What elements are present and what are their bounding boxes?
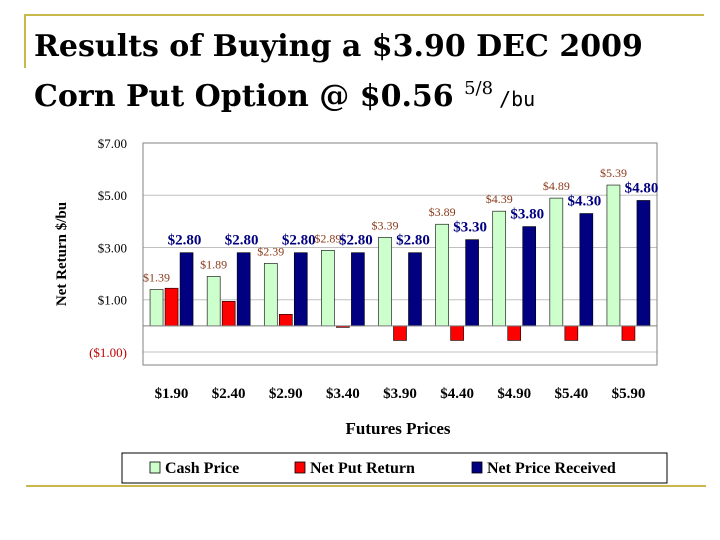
y-tick-label: $1.00 (98, 293, 127, 308)
title-line-1: Results of Buying a $3.90 DEC 2009 (34, 29, 643, 64)
legend-label: Net Price Received (487, 460, 616, 477)
x-tick-label: $5.40 (554, 386, 588, 402)
x-axis-ticks: $1.90 $2.40 $2.90 $3.40 $3.90 $4.40 $4.90 $5.40… (155, 386, 646, 402)
bar-cash-price (321, 250, 335, 327)
bars (149, 184, 651, 341)
net-price-label: $4.30 (567, 194, 601, 210)
cash-price-label: $3.39 (372, 218, 399, 232)
cash-price-label: $4.89 (543, 179, 570, 193)
bar-net-price-received (465, 239, 479, 327)
x-tick-label: $3.40 (326, 386, 360, 402)
net-price-label: $2.80 (282, 233, 316, 249)
net-price-label: $3.80 (510, 207, 544, 223)
y-tick-label: $7.00 (98, 136, 127, 151)
net-price-label: $2.80 (396, 233, 430, 249)
legend-label: Cash Price (165, 460, 239, 477)
legend-frame (121, 452, 668, 484)
net-price-label: $3.30 (453, 220, 487, 236)
x-tick-label: $2.90 (269, 386, 303, 402)
y-tick-label: $5.00 (98, 188, 127, 203)
bar-cash-price (492, 210, 507, 327)
bar-net-put-return (164, 287, 179, 327)
cash-price-label: $5.39 (600, 166, 627, 180)
top-accent-rule (24, 14, 704, 16)
bar-net-price-received (636, 200, 651, 327)
y-tick-label: $3.00 (98, 240, 127, 255)
slide-title: Results of Buying a $3.90 DEC 2009 Corn … (34, 26, 643, 120)
title-line-2: Corn Put Option @ $0.56 (34, 79, 465, 114)
cash-price-label: $1.89 (200, 257, 227, 271)
data-labels: $1.39$2.80$1.89$2.80$2.39$2.80$2.89$2.80… (143, 166, 658, 284)
title-accent-rule (24, 14, 26, 68)
x-tick-label: $2.40 (212, 386, 246, 402)
legend-swatch (471, 461, 483, 474)
title-unit: /bu (499, 87, 536, 111)
cash-price-label: $4.39 (486, 192, 513, 206)
bar-cash-price (206, 276, 221, 327)
bar-net-put-return (621, 325, 636, 341)
bar-cash-price (549, 197, 564, 327)
bar-cash-price (149, 289, 164, 327)
bar-net-price-received (522, 226, 537, 327)
bar-cash-price (378, 236, 392, 327)
y-tick-label: ($1.00) (89, 345, 127, 360)
bar-cash-price (263, 263, 278, 327)
bar-net-put-return (393, 325, 407, 341)
x-tick-label: $5.90 (612, 386, 646, 402)
plot-area (142, 142, 658, 366)
title-fraction: 5/8 (464, 78, 494, 99)
bar-net-price-received (408, 252, 422, 327)
cash-price-label: $1.39 (143, 271, 170, 285)
bar-net-price-received (351, 252, 365, 327)
cash-price-label: $3.89 (429, 205, 456, 219)
x-tick-label: $1.90 (155, 386, 189, 402)
net-price-label: $2.80 (339, 233, 373, 249)
bottom-accent-rule (26, 485, 706, 487)
x-axis-title: Futures Prices (346, 419, 451, 438)
net-price-label: $2.80 (225, 233, 259, 249)
bar-net-put-return (507, 325, 522, 341)
legend: Cash Price Net Put Return Net Price Receiv… (121, 452, 668, 484)
bar-net-price-received (579, 213, 594, 327)
bar-net-put-return (450, 325, 464, 341)
y-axis-title: Net Return $/bu (54, 202, 70, 306)
legend-swatch (149, 461, 161, 474)
bar-net-put-return (221, 300, 236, 327)
bar-net-price-received (179, 252, 194, 327)
y-axis-ticks: $7.00 $5.00 $3.00 $1.00 ($1.00) (89, 136, 127, 360)
x-tick-label: $3.90 (383, 386, 417, 402)
bar-net-put-return (278, 314, 293, 327)
net-price-label: $4.80 (625, 180, 659, 196)
legend-label: Net Put Return (310, 460, 415, 477)
bar-net-price-received (236, 252, 251, 327)
bar-cash-price (606, 184, 621, 327)
bar-cash-price (435, 223, 449, 327)
bar-net-put-return (564, 325, 579, 341)
x-tick-label: $4.90 (497, 386, 531, 402)
bar-net-price-received (293, 252, 308, 327)
cash-price-label: $2.89 (314, 231, 341, 245)
legend-swatch (294, 461, 306, 474)
net-price-label: $2.80 (168, 233, 202, 249)
cash-price-label: $2.39 (257, 244, 284, 258)
x-tick-label: $4.40 (440, 386, 474, 402)
